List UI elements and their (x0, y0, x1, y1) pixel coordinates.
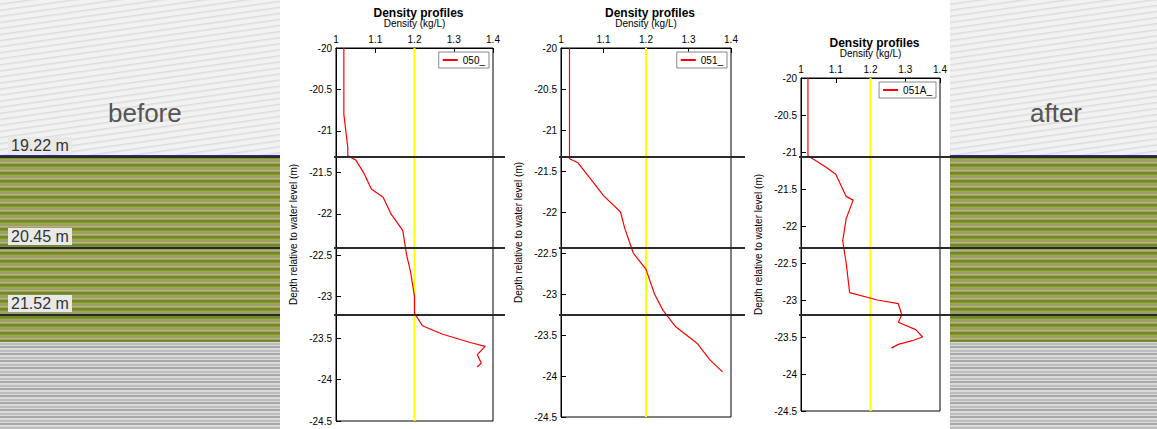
svg-text:-24.5: -24.5 (774, 406, 797, 417)
svg-text:-21.5: -21.5 (774, 184, 797, 195)
svg-text:-23: -23 (783, 295, 798, 306)
svg-text:-21: -21 (783, 147, 798, 158)
svg-text:-21.5: -21.5 (534, 166, 557, 177)
svg-text:-20: -20 (318, 43, 333, 54)
html-text:after: after (1030, 98, 1082, 128)
svg-text:1.2: 1.2 (639, 34, 653, 45)
svg-text:-23.5: -23.5 (534, 330, 557, 341)
svg-text:-20: -20 (543, 43, 558, 54)
svg-text:-21: -21 (318, 125, 333, 136)
svg-text:-24: -24 (318, 374, 333, 385)
svg-text:-23.5: -23.5 (309, 333, 332, 344)
svg-text:051A_: 051A_ (903, 85, 932, 96)
svg-text:-24.5: -24.5 (309, 416, 332, 427)
svg-text:Density (kg/L): Density (kg/L) (839, 47, 902, 59)
svg-text:-21.5: -21.5 (309, 167, 332, 178)
svg-text:-20: -20 (783, 73, 798, 84)
svg-text:1.3: 1.3 (682, 34, 696, 45)
svg-text:-22.5: -22.5 (309, 250, 332, 261)
svg-text:Density (kg/L): Density (kg/L) (383, 17, 446, 29)
svg-text:Depth relative to water level: Depth relative to water level (m) (288, 164, 299, 305)
svg-text:1.1: 1.1 (829, 64, 843, 75)
svg-text:1.4: 1.4 (724, 34, 738, 45)
svg-text:1.2: 1.2 (408, 34, 422, 45)
svg-text:-22: -22 (783, 221, 798, 232)
svg-text:-22: -22 (318, 208, 333, 219)
svg-text:Density profiles: Density profiles (605, 6, 695, 20)
svg-text:-23: -23 (543, 289, 558, 300)
svg-text:1.4: 1.4 (486, 34, 500, 45)
svg-text:-23: -23 (318, 291, 333, 302)
svg-text:-22.5: -22.5 (534, 248, 557, 259)
svg-text:1.3: 1.3 (447, 34, 461, 45)
svg-text:1.1: 1.1 (368, 34, 382, 45)
svg-text:-22: -22 (543, 207, 558, 218)
svg-text:1: 1 (798, 64, 804, 75)
svg-text:1.3: 1.3 (898, 64, 912, 75)
svg-text:-20.5: -20.5 (774, 110, 797, 121)
svg-text:-21: -21 (543, 125, 558, 136)
html-text:before: before (108, 98, 182, 128)
svg-text:-20.5: -20.5 (309, 84, 332, 95)
svg-text:1.1: 1.1 (597, 34, 611, 45)
svg-text:-24: -24 (543, 371, 558, 382)
svg-text:1: 1 (558, 34, 564, 45)
svg-text:1: 1 (333, 34, 339, 45)
svg-text:051_: 051_ (701, 55, 724, 66)
svg-text:Depth relative to water level: Depth relative to water level (m) (753, 174, 764, 315)
html-text:20.45 m: 20.45 m (11, 228, 69, 245)
svg-text:-20.5: -20.5 (534, 84, 557, 95)
svg-text:1.4: 1.4 (933, 64, 947, 75)
svg-text:Density (kg/L): Density (kg/L) (615, 17, 677, 29)
svg-text:-22.5: -22.5 (774, 258, 797, 269)
svg-text:-23.5: -23.5 (774, 332, 797, 343)
svg-text:Density profiles: Density profiles (373, 6, 463, 20)
html-text:19.22 m: 19.22 m (11, 137, 69, 154)
svg-text:Depth relative to water level: Depth relative to water level (m) (513, 162, 524, 303)
html-text:21.52 m: 21.52 m (11, 295, 69, 312)
svg-text:050_: 050_ (463, 55, 486, 66)
svg-text:-24.5: -24.5 (534, 412, 557, 423)
svg-text:1.2: 1.2 (864, 64, 878, 75)
svg-text:-24: -24 (783, 369, 798, 380)
svg-text:Density profiles: Density profiles (829, 36, 919, 50)
